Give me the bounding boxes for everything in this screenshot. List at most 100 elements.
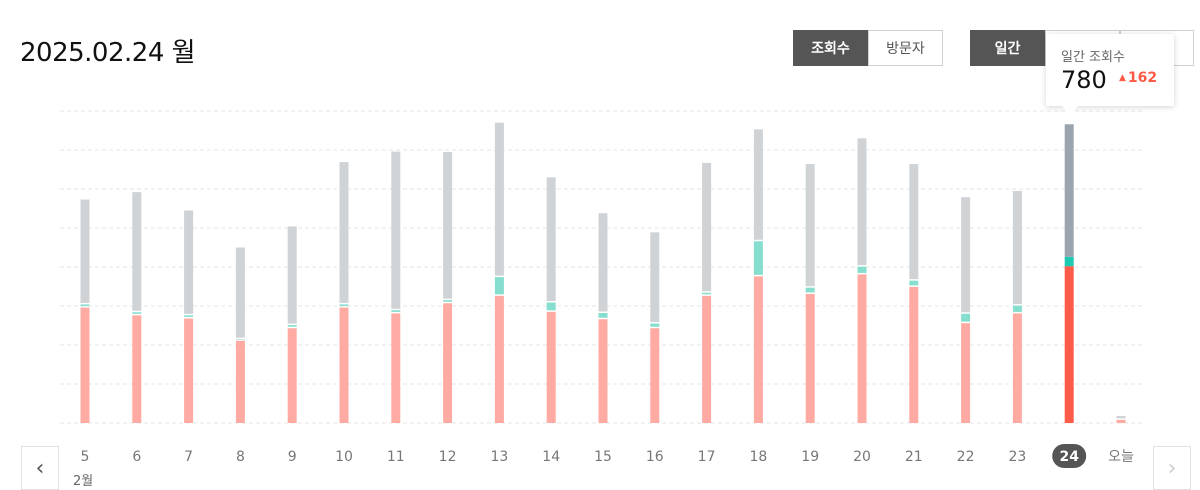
x-tick-5[interactable]: 5: [81, 449, 90, 465]
bar-6-seg-1[interactable]: [132, 312, 142, 314]
views-tab[interactable]: 조회수: [793, 30, 868, 66]
x-tick-7[interactable]: 7: [184, 449, 193, 465]
bar-11-seg-2[interactable]: [391, 151, 401, 309]
bar-12-seg-1[interactable]: [443, 300, 453, 302]
bar-6-seg-0[interactable]: [132, 315, 142, 423]
bar-11-seg-0[interactable]: [391, 313, 401, 423]
x-tick-14[interactable]: 14: [542, 449, 560, 465]
bar-9-seg-0[interactable]: [287, 328, 297, 423]
bar-23-seg-0[interactable]: [1012, 313, 1022, 423]
bar-7-seg-0[interactable]: [184, 318, 194, 423]
x-tick-8[interactable]: 8: [236, 449, 245, 465]
x-tick-11[interactable]: 11: [387, 449, 405, 465]
next-period-button[interactable]: ›: [1153, 446, 1191, 490]
bar-5-seg-0[interactable]: [80, 307, 90, 423]
chevron-left-icon: ‹: [35, 455, 45, 481]
bar-오늘-seg-2[interactable]: [1116, 415, 1126, 419]
tooltip-delta-value: 162: [1127, 70, 1158, 86]
x-tick-9[interactable]: 9: [288, 449, 297, 465]
x-tick-17[interactable]: 17: [698, 449, 716, 465]
bar-19-seg-2[interactable]: [805, 164, 815, 287]
bar-8-seg-1[interactable]: [235, 339, 245, 340]
bar-14-seg-0[interactable]: [546, 311, 556, 423]
bar-16-seg-0[interactable]: [650, 328, 660, 423]
bar-20-seg-1[interactable]: [857, 266, 867, 273]
prev-period-button[interactable]: ‹: [21, 446, 59, 490]
bar-22-seg-2[interactable]: [961, 197, 971, 313]
bar-24-seg-2[interactable]: [1064, 124, 1074, 257]
bar-16-seg-1[interactable]: [650, 323, 660, 327]
bar-23-seg-1[interactable]: [1012, 305, 1022, 312]
bar-16-seg-2[interactable]: [650, 232, 660, 323]
bar-12-seg-0[interactable]: [443, 303, 453, 423]
bar-18-seg-0[interactable]: [753, 276, 763, 423]
bar-17-seg-0[interactable]: [702, 295, 712, 423]
bar-8-seg-2[interactable]: [235, 247, 245, 338]
bar-17-seg-2[interactable]: [702, 162, 712, 292]
bar-17-seg-1[interactable]: [702, 292, 712, 295]
tooltip-label: 일간 조회수: [1061, 50, 1125, 65]
x-tick-23[interactable]: 23: [1008, 449, 1026, 465]
x-tick-10[interactable]: 10: [335, 449, 353, 465]
bar-19-seg-0[interactable]: [805, 293, 815, 423]
bar-5-seg-2[interactable]: [80, 199, 90, 303]
bar-18-seg-2[interactable]: [753, 129, 763, 240]
bar-오늘-seg-0[interactable]: [1116, 419, 1126, 423]
bar-22-seg-0[interactable]: [961, 323, 971, 423]
x-tick-오늘[interactable]: 오늘: [1108, 449, 1134, 465]
bar-10-seg-0[interactable]: [339, 307, 349, 423]
bar-20-seg-0[interactable]: [857, 274, 867, 423]
bar-7-seg-2[interactable]: [184, 210, 194, 314]
x-tick-19[interactable]: 19: [801, 449, 819, 465]
x-tick-15[interactable]: 15: [594, 449, 612, 465]
page-title: 2025.02.24 월: [20, 38, 196, 68]
bar-9-seg-2[interactable]: [287, 226, 297, 324]
x-tick-24[interactable]: 24: [1059, 449, 1079, 465]
selected-day-badge[interactable]: [1052, 444, 1087, 468]
bar-21-seg-2[interactable]: [909, 164, 919, 280]
bar-8-seg-0[interactable]: [235, 340, 245, 423]
bar-21-seg-1[interactable]: [909, 280, 919, 286]
bar-5-seg-1[interactable]: [80, 304, 90, 307]
bar-21-seg-0[interactable]: [909, 286, 919, 423]
bar-24-seg-0[interactable]: [1064, 266, 1074, 423]
daily-tab[interactable]: 일간: [970, 30, 1045, 66]
bar-15-seg-2[interactable]: [598, 213, 608, 312]
bar-9-seg-1[interactable]: [287, 325, 297, 327]
bar-12-seg-2[interactable]: [443, 151, 453, 299]
bar-10-seg-2[interactable]: [339, 162, 349, 303]
triangle-up-icon: ▲: [1119, 73, 1126, 83]
tooltip-value: 780: [1061, 66, 1107, 94]
x-tick-22[interactable]: 22: [957, 449, 975, 465]
bar-15-seg-0[interactable]: [598, 319, 608, 423]
bar-13-seg-1[interactable]: [494, 277, 504, 295]
x-tick-18[interactable]: 18: [749, 449, 767, 465]
bar-20-seg-2[interactable]: [857, 138, 867, 266]
tooltip-delta: ▲ 162: [1119, 70, 1157, 86]
bar-14-seg-2[interactable]: [546, 177, 556, 301]
month-label: 2월: [73, 474, 94, 489]
x-tick-6[interactable]: 6: [132, 449, 141, 465]
x-tick-16[interactable]: 16: [646, 449, 664, 465]
bar-10-seg-1[interactable]: [339, 304, 349, 307]
bar-24-seg-1[interactable]: [1064, 256, 1074, 267]
bar-18-seg-1[interactable]: [753, 241, 763, 275]
bar-13-seg-0[interactable]: [494, 295, 504, 423]
bar-6-seg-2[interactable]: [132, 192, 142, 311]
metric-toggle: 조회수 방문자: [793, 30, 943, 66]
bar-11-seg-1[interactable]: [391, 310, 401, 312]
bar-13-seg-2[interactable]: [494, 122, 504, 276]
chevron-right-icon: ›: [1167, 455, 1177, 481]
bar-23-seg-2[interactable]: [1012, 190, 1022, 305]
bar-19-seg-1[interactable]: [805, 287, 815, 293]
visitors-tab[interactable]: 방문자: [868, 30, 943, 66]
bar-15-seg-1[interactable]: [598, 313, 608, 318]
x-tick-21[interactable]: 21: [905, 449, 923, 465]
x-tick-12[interactable]: 12: [439, 449, 457, 465]
bar-7-seg-1[interactable]: [184, 315, 194, 317]
x-tick-13[interactable]: 13: [490, 449, 508, 465]
x-tick-20[interactable]: 20: [853, 449, 871, 465]
bar-22-seg-1[interactable]: [961, 313, 971, 322]
bar-14-seg-1[interactable]: [546, 302, 556, 311]
